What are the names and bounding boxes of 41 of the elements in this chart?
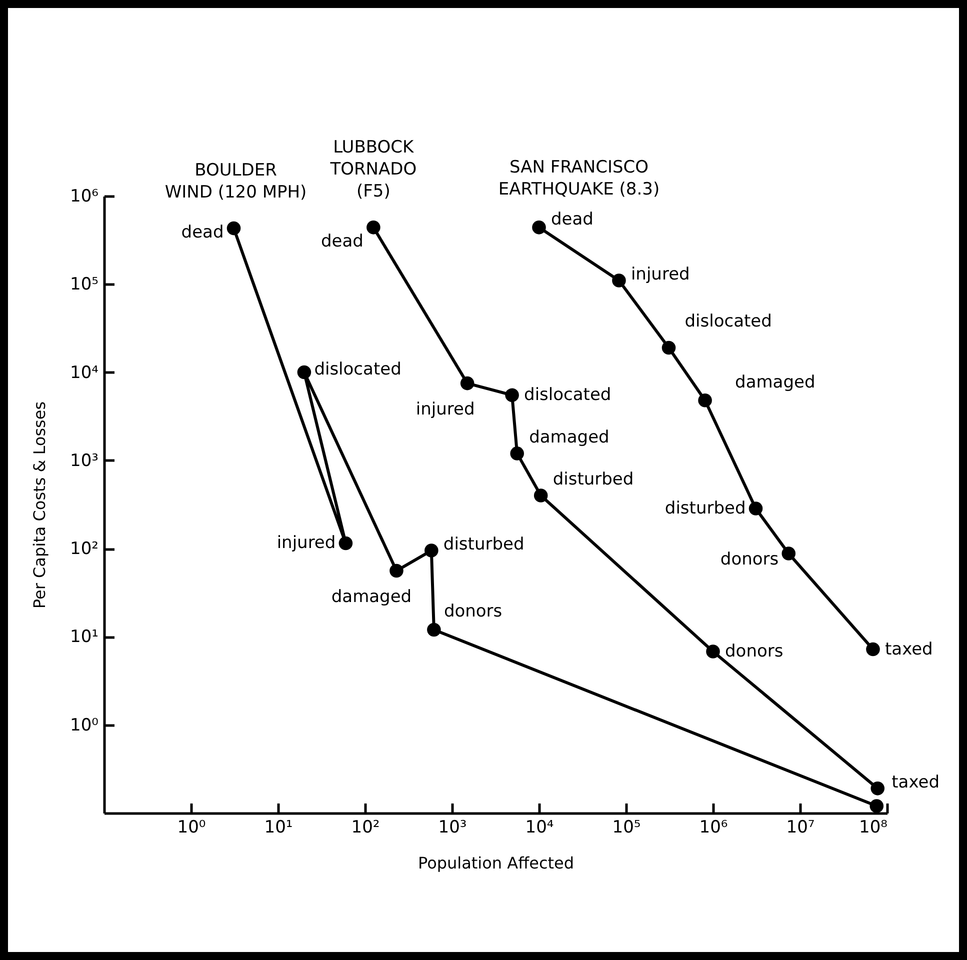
x-tick-label: 10¹ bbox=[264, 818, 293, 838]
y-tick-label: 10³ bbox=[70, 450, 98, 471]
annotation: damaged bbox=[529, 427, 610, 448]
annotation: dead bbox=[551, 209, 594, 230]
text: BOULDER WIND (120 MPH) bbox=[164, 160, 307, 202]
y-tick-label: 10⁵ bbox=[70, 274, 98, 295]
annotation: damaged bbox=[735, 372, 816, 392]
annotation: dead bbox=[320, 231, 364, 252]
y-tick-label: 10⁶ bbox=[70, 186, 99, 206]
y-tick-label: 10⁴ bbox=[70, 362, 99, 383]
annotation: disturbed bbox=[552, 470, 634, 490]
x-tick-label: 10⁶ bbox=[699, 818, 728, 838]
text: SAN FRANCISCO EARTHQUAKE (8.3) bbox=[498, 157, 660, 200]
annotation: injured bbox=[276, 533, 336, 554]
annotation: dislocated bbox=[314, 359, 402, 380]
annotation: damaged bbox=[331, 586, 412, 607]
annotation: dead bbox=[181, 222, 224, 242]
annotation: injured bbox=[630, 264, 690, 284]
y-tick-label: 10⁰ bbox=[70, 715, 99, 736]
annotation: donors bbox=[444, 602, 502, 622]
y-tick-label: 10¹ bbox=[70, 627, 98, 648]
annotation: dislocated bbox=[524, 385, 612, 406]
annotation: donors bbox=[720, 549, 779, 570]
x-tick-label: 10⁵ bbox=[612, 818, 641, 838]
annotation: taxed bbox=[892, 772, 940, 792]
x-tick-label: 10⁰ bbox=[177, 818, 206, 838]
annotation: taxed bbox=[884, 639, 933, 660]
y-axis-title: Per Capita Costs & Losses bbox=[30, 401, 50, 609]
x-tick-label: 10² bbox=[351, 818, 380, 838]
annotation: disturbed bbox=[664, 498, 746, 518]
annotation: dislocated bbox=[684, 312, 772, 332]
x-axis-title: Population Affected bbox=[418, 854, 574, 872]
annotation: donors bbox=[725, 641, 784, 662]
x-tick-label: 10³ bbox=[438, 818, 467, 838]
y-tick-label: 10² bbox=[70, 539, 98, 560]
annotation: disturbed bbox=[443, 534, 524, 555]
x-tick-label: 10⁷ bbox=[786, 818, 815, 838]
x-tick-label: 10⁴ bbox=[525, 818, 554, 838]
x-tick-label: 10⁸ bbox=[859, 818, 888, 838]
text: LUBBOCK TORNADO (F5) bbox=[329, 137, 417, 202]
annotation: injured bbox=[416, 399, 475, 420]
